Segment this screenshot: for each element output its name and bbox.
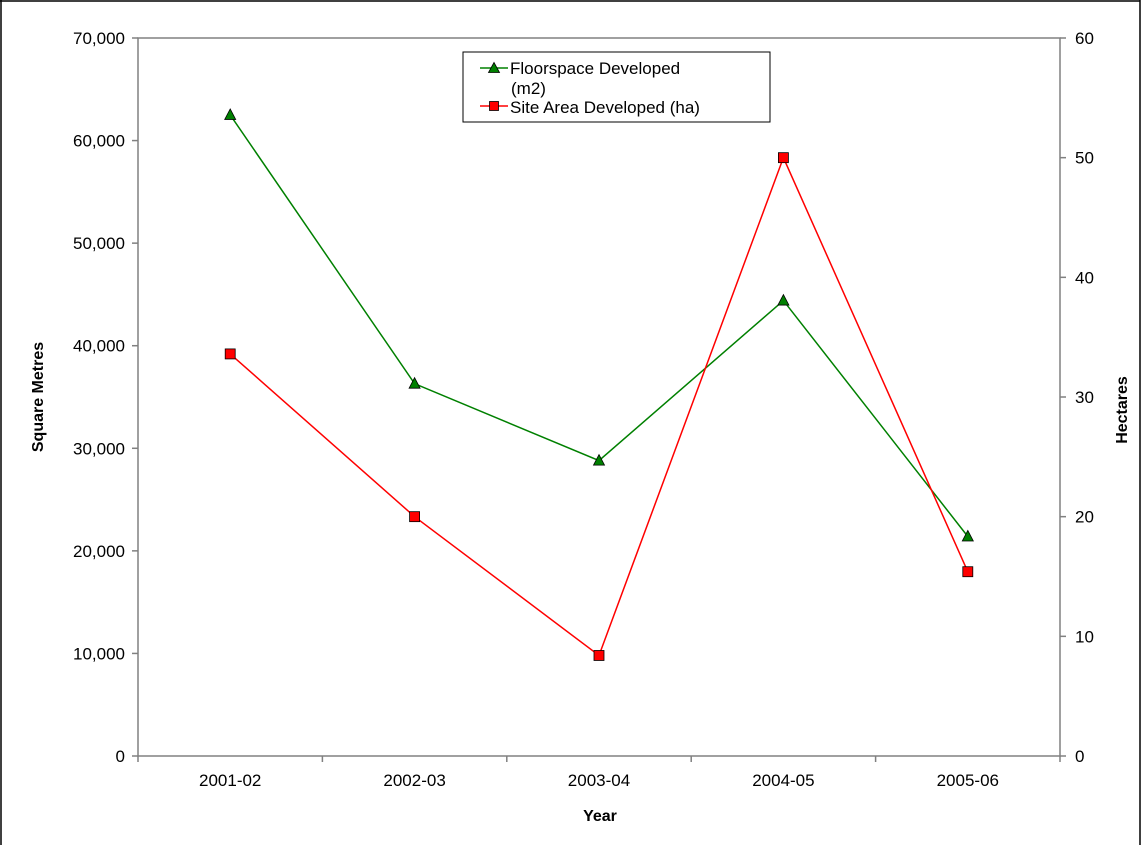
left-tick-label: 70,000 [73, 29, 125, 48]
left-tick-label: 30,000 [73, 439, 125, 458]
data-point-site-area [593, 650, 605, 661]
data-point-floorspace [224, 108, 237, 120]
right-axis-ticks: 0 10 20 30 40 50 60 [1060, 29, 1094, 766]
right-tick-label: 0 [1075, 747, 1084, 766]
plot-area [137, 37, 1061, 757]
legend-entry-site-area: Site Area Developed (ha) [480, 98, 700, 117]
x-axis-title: Year [583, 808, 617, 825]
left-axis-title: Square Metres [30, 342, 47, 452]
legend-box [462, 51, 771, 123]
legend-entry-floorspace: Floorspace Developed (m2) [480, 59, 680, 98]
legend-label-floorspace-unit: (m2) [511, 79, 546, 98]
data-point-floorspace [961, 529, 974, 542]
data-point-floorspace [408, 376, 421, 389]
data-point-floorspace [777, 293, 790, 306]
right-tick-label: 30 [1075, 388, 1094, 407]
left-tick-label: 20,000 [73, 542, 125, 561]
legend-square-marker [489, 101, 499, 111]
data-point-site-area [778, 152, 789, 164]
left-tick-label: 10,000 [73, 644, 125, 663]
left-tick-label: 40,000 [73, 337, 125, 356]
right-tick-label: 60 [1075, 29, 1094, 48]
right-tick-label: 40 [1075, 268, 1094, 287]
x-tick-label: 2001-02 [199, 771, 261, 790]
left-tick-label: 50,000 [73, 234, 125, 253]
left-axis-ticks: 0 10,000 20,000 30,000 40,000 50,000 60,000 70,… [73, 29, 138, 766]
right-tick-label: 50 [1075, 149, 1094, 168]
legend: Floorspace Developed (m2) Site Area Deve… [462, 51, 771, 123]
right-axis-title: Hectares [1114, 376, 1131, 444]
x-tick-label: 2003-04 [568, 771, 630, 790]
data-point-site-area [224, 348, 236, 360]
right-tick-label: 20 [1075, 508, 1094, 527]
left-tick-label: 60,000 [73, 132, 125, 151]
series-line-site-area [229, 155, 969, 657]
left-tick-label: 0 [116, 747, 125, 766]
legend-triangle-marker [487, 61, 501, 73]
data-point-site-area [409, 511, 421, 523]
x-tick-label: 2004-05 [752, 771, 814, 790]
x-tick-label: 2005-06 [937, 771, 999, 790]
legend-label-floorspace: Floorspace Developed [510, 59, 680, 78]
x-axis-ticks: 2001-02 2002-03 2003-04 2004-05 2005-06 [137, 756, 1061, 790]
data-point-floorspace [592, 453, 606, 466]
series-line-floorspace [229, 114, 969, 537]
data-point-site-area [962, 566, 974, 578]
series-layer [224, 108, 974, 661]
legend-label-site-area: Site Area Developed (ha) [510, 98, 700, 117]
x-tick-label: 2002-03 [383, 771, 445, 790]
right-tick-label: 10 [1075, 627, 1094, 646]
